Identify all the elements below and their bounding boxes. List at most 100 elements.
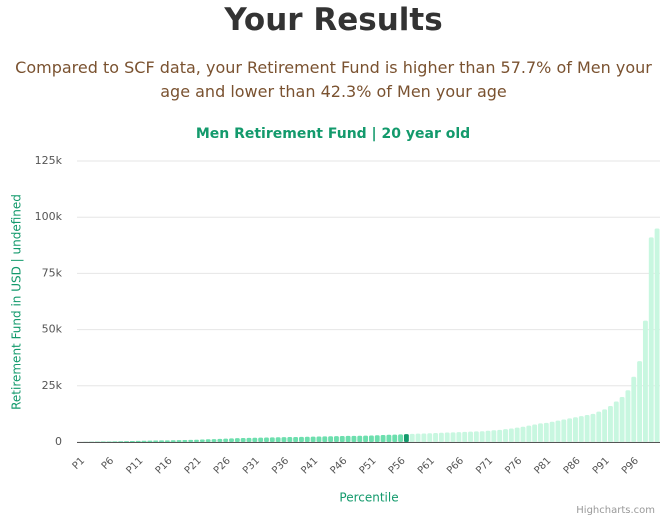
bar xyxy=(468,431,473,442)
bar xyxy=(648,237,654,442)
bar xyxy=(304,436,310,442)
bar xyxy=(153,440,159,442)
bar xyxy=(421,433,427,442)
bar xyxy=(275,437,281,442)
bar xyxy=(602,409,608,442)
bar xyxy=(223,438,229,442)
y-tick-label: 25k xyxy=(42,379,63,392)
bar xyxy=(462,431,468,442)
bar xyxy=(508,428,514,442)
bar xyxy=(567,418,573,442)
x-tick-label: P21 xyxy=(183,455,204,476)
bar xyxy=(357,435,363,442)
bar xyxy=(310,436,316,442)
bar xyxy=(333,436,339,442)
x-tick-label: P86 xyxy=(562,455,583,476)
bar xyxy=(520,426,526,442)
bar xyxy=(625,390,631,442)
x-tick-label: P61 xyxy=(416,455,437,476)
bar xyxy=(188,439,194,442)
bar xyxy=(258,437,264,442)
y-tick-label: 75k xyxy=(42,266,63,279)
summary: Compared to SCF data, your Retirement Fu… xyxy=(15,58,652,101)
x-axis-title: Percentile xyxy=(339,491,398,505)
bar xyxy=(380,435,386,442)
x-tick-label: P41 xyxy=(299,455,320,476)
x-tick-label: P46 xyxy=(328,455,349,476)
bar xyxy=(176,440,182,442)
x-tick-label: P16 xyxy=(154,455,175,476)
bar xyxy=(607,406,613,442)
bar xyxy=(147,440,153,442)
bar xyxy=(328,436,334,442)
x-tick-label: P51 xyxy=(358,455,379,476)
bar xyxy=(631,376,637,442)
bar xyxy=(444,432,450,442)
bar xyxy=(159,440,164,442)
credits: Highcharts.com xyxy=(576,505,655,516)
y-tick-label: 50k xyxy=(42,323,63,336)
x-tick-label: P81 xyxy=(533,455,554,476)
bar xyxy=(433,433,438,442)
bar xyxy=(240,437,246,442)
bar xyxy=(205,439,211,442)
bar xyxy=(112,441,118,442)
bar xyxy=(170,440,176,442)
bar xyxy=(596,411,602,442)
chart-title: Men Retirement Fund | 20 year old xyxy=(196,126,470,142)
bar xyxy=(578,416,584,442)
bar xyxy=(234,438,240,442)
bar xyxy=(654,228,660,442)
bar xyxy=(561,419,567,442)
bar xyxy=(415,433,421,442)
x-tick-label: P26 xyxy=(212,455,233,476)
bar xyxy=(229,438,234,442)
bar xyxy=(322,436,328,442)
bar xyxy=(497,429,503,442)
bar xyxy=(456,432,462,442)
bar xyxy=(106,441,112,442)
bar xyxy=(479,431,485,442)
x-tick-label: P11 xyxy=(124,455,145,476)
bar xyxy=(532,424,538,442)
bar xyxy=(194,439,199,442)
bar xyxy=(199,439,205,442)
bar xyxy=(450,432,456,442)
bar xyxy=(124,441,130,442)
bar xyxy=(211,439,217,442)
bar xyxy=(473,431,479,442)
bar xyxy=(613,401,619,442)
bar xyxy=(549,421,555,442)
x-tick-label: P31 xyxy=(241,455,262,476)
bar xyxy=(141,440,147,442)
x-tick-label: P1 xyxy=(71,455,88,472)
bar xyxy=(339,436,345,442)
bar xyxy=(514,427,520,442)
bar xyxy=(427,433,433,442)
bar xyxy=(590,413,596,442)
bar xyxy=(246,437,252,442)
x-tick-label: P96 xyxy=(620,455,641,476)
y-tick-label: 0 xyxy=(55,435,62,448)
bar xyxy=(281,437,287,442)
bar xyxy=(526,425,532,442)
bar xyxy=(538,423,543,442)
x-tick-label: P66 xyxy=(445,455,466,476)
bar xyxy=(264,437,269,442)
bar xyxy=(573,417,578,442)
x-tick-label: P36 xyxy=(270,455,291,476)
bar xyxy=(293,436,299,442)
bar xyxy=(555,420,561,442)
bar xyxy=(316,436,322,442)
bar xyxy=(351,435,357,442)
bar xyxy=(543,422,549,442)
bar xyxy=(637,361,643,442)
bar xyxy=(392,434,398,442)
bar xyxy=(363,435,369,442)
y-tick-label: 125k xyxy=(35,154,63,167)
y-axis-title: Retirement Fund in USD | undefined xyxy=(10,194,24,410)
bar xyxy=(368,435,374,442)
bar xyxy=(485,430,491,442)
